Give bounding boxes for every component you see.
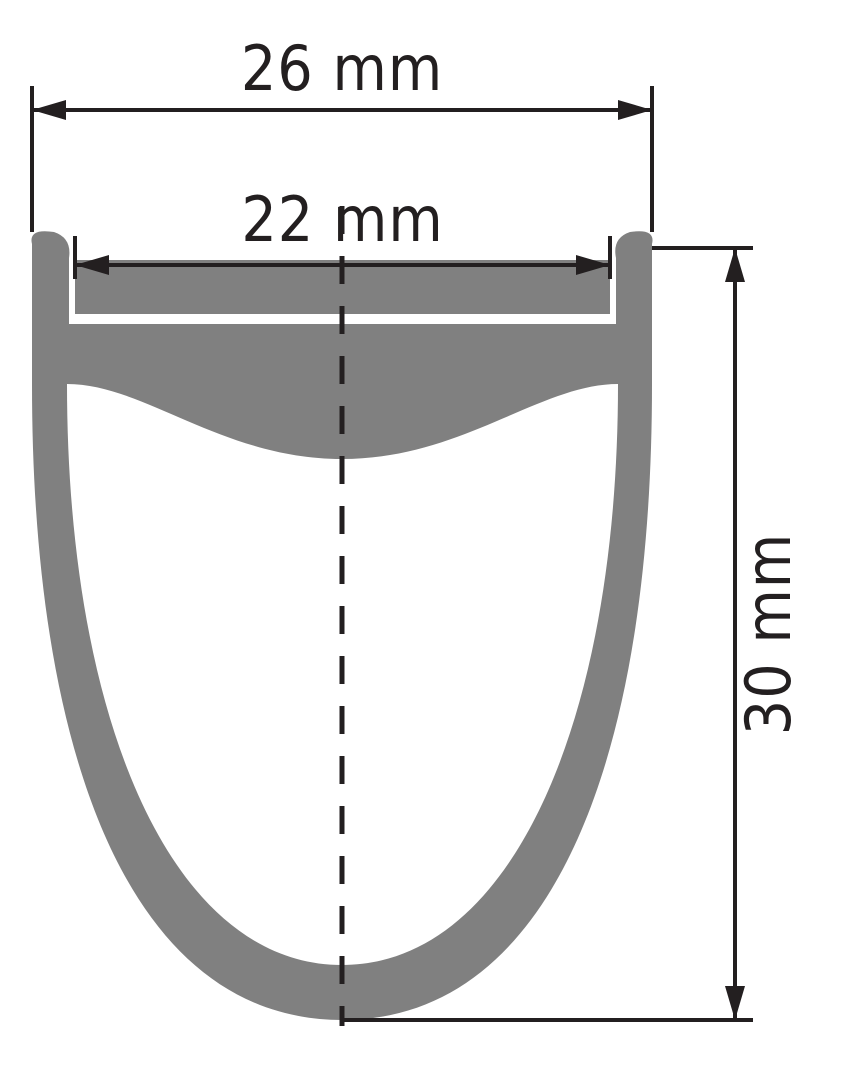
dim-depth-arrow-bottom [725,986,745,1020]
dim-outer-width-arrow-right [618,100,652,120]
dim-depth-label: 30 mm [732,533,805,735]
dim-depth-arrow-top [725,248,745,282]
dim-outer-width-label: 26 mm [241,32,443,105]
dim-inner-width-label: 22 mm [241,183,443,256]
dim-outer-width-arrow-left [32,100,66,120]
